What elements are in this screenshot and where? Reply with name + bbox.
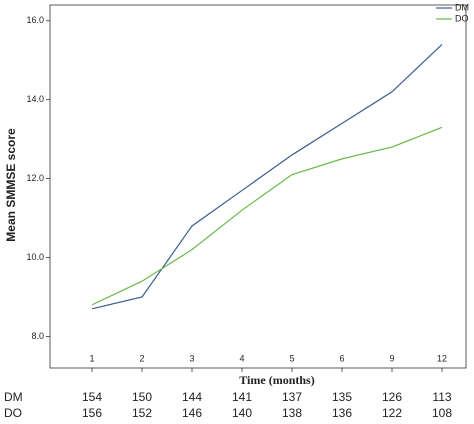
table-cell: 138: [282, 406, 302, 420]
legend-label: DO: [455, 13, 469, 23]
table-cell: 156: [82, 406, 102, 420]
table-cell: 135: [332, 390, 352, 404]
x-tick-label: 12: [437, 353, 447, 363]
y-tick-label: 14.0: [26, 94, 44, 104]
y-tick-label: 12.0: [26, 173, 44, 183]
table-cell: 150: [132, 390, 152, 404]
series-line: [91, 126, 443, 306]
table-cell: 113: [432, 390, 451, 404]
table-cell: 144: [182, 390, 202, 404]
x-tick-label: 5: [289, 353, 294, 363]
x-tick-label: 6: [339, 353, 344, 363]
table-cell: 108: [432, 406, 452, 420]
series-line: [91, 44, 443, 310]
table-cell: 126: [382, 390, 402, 404]
table-row-label: DO: [4, 406, 22, 420]
y-axis-title: Mean SMMSE score: [4, 128, 18, 242]
x-tick-label: 1: [89, 353, 94, 363]
x-tick-label: 3: [189, 353, 194, 363]
table-cell: 141: [232, 390, 252, 404]
table-cell: 154: [82, 390, 102, 404]
table-cell: 146: [182, 406, 202, 420]
table-cell: 136: [332, 406, 352, 420]
y-tick-label: 10.0: [26, 252, 44, 262]
x-axis-title: Time (months): [239, 373, 314, 387]
table-row-label: DM: [4, 390, 23, 404]
y-tick-label: 16.0: [26, 15, 44, 25]
table-cell: 122: [382, 406, 402, 420]
x-tick-label: 9: [389, 353, 394, 363]
table-cell: 137: [282, 390, 302, 404]
plot-frame: [49, 4, 467, 369]
legend-label: DM: [455, 2, 469, 12]
x-tick-label: 4: [239, 353, 244, 363]
table-cell: 140: [232, 406, 252, 420]
x-tick-label: 2: [139, 353, 144, 363]
table-cell: 152: [132, 406, 152, 420]
y-tick-label: 8.0: [31, 331, 44, 341]
